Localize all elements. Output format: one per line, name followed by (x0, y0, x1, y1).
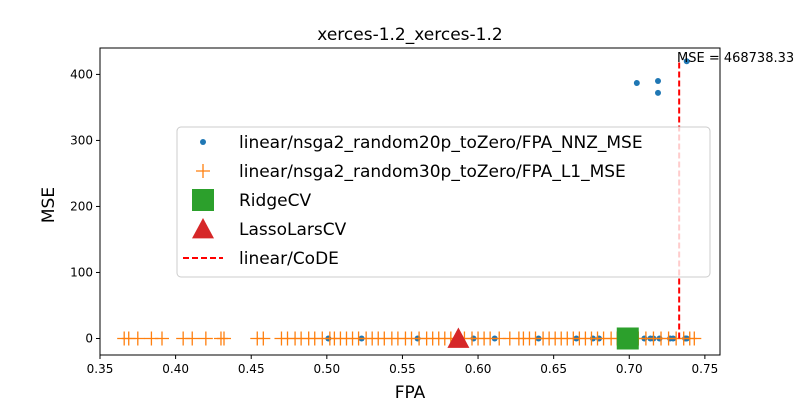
series-3 (447, 327, 470, 348)
x-tick-label: 0.75 (692, 362, 719, 376)
legend: linear/nsga2_random20p_toZero/FPA_NNZ_MS… (176, 126, 711, 278)
plot-frame (99, 47, 721, 356)
legend-label: RidgeCV (239, 191, 311, 211)
y-tick-label: 400 (70, 67, 93, 81)
data-point-nnz (655, 78, 661, 85)
data-point-nnz (655, 89, 661, 96)
data-point-l1 (130, 331, 145, 346)
data-point-l1 (256, 331, 271, 346)
data-point-l1 (155, 331, 169, 346)
legend-marker (192, 218, 214, 239)
y-tick-label: 0 (85, 331, 93, 345)
legend-marker (200, 139, 206, 145)
x-tick-label: 0.45 (238, 362, 265, 376)
x-tick-label: 0.70 (616, 362, 643, 376)
y-axis: 0 100 200 300 400 (70, 67, 100, 345)
series-2 (616, 327, 639, 350)
data-point-l1 (198, 331, 213, 346)
legend-frame (176, 126, 711, 278)
x-tick-label: 0.60 (465, 362, 492, 376)
data-point-l1 (185, 331, 200, 346)
y-axis-label: MSE (39, 187, 59, 223)
x-tick-label: 0.40 (162, 362, 189, 376)
ridgecv-marker (616, 327, 639, 350)
x-axis: 0.35 0.40 0.45 0.50 0.55 0.60 0.65 0.70 0.75 (87, 355, 719, 376)
data-point-l1 (217, 331, 231, 346)
lassolarscv-marker (447, 327, 470, 348)
code-annotation: MSE = 468738.33 (677, 51, 794, 66)
y-tick-label: 200 (70, 199, 93, 213)
x-axis-label: FPA (395, 383, 426, 400)
legend-label: linear/nsga2_random20p_toZero/FPA_NNZ_MS… (239, 133, 643, 153)
x-tick-label: 0.65 (540, 362, 567, 376)
legend-label: linear/CoDE (239, 249, 339, 269)
legend-label: linear/nsga2_random30p_toZero/FPA_L1_MSE (239, 162, 626, 182)
chart-title: xerces-1.2_xerces-1.2 (317, 25, 502, 45)
data-point-nnz (633, 79, 640, 86)
data-point-l1 (687, 331, 702, 346)
x-tick-label: 0.50 (313, 362, 340, 376)
x-tick-label: 0.55 (389, 362, 416, 376)
legend-marker (192, 189, 214, 211)
x-tick-label: 0.35 (87, 362, 114, 376)
plot-area (99, 47, 721, 356)
y-tick-label: 300 (70, 133, 93, 147)
legend-marker (196, 164, 210, 178)
data-point-nnz (683, 58, 690, 65)
legend-label: LassoLarsCV (239, 220, 347, 240)
y-tick-label: 100 (70, 265, 93, 279)
